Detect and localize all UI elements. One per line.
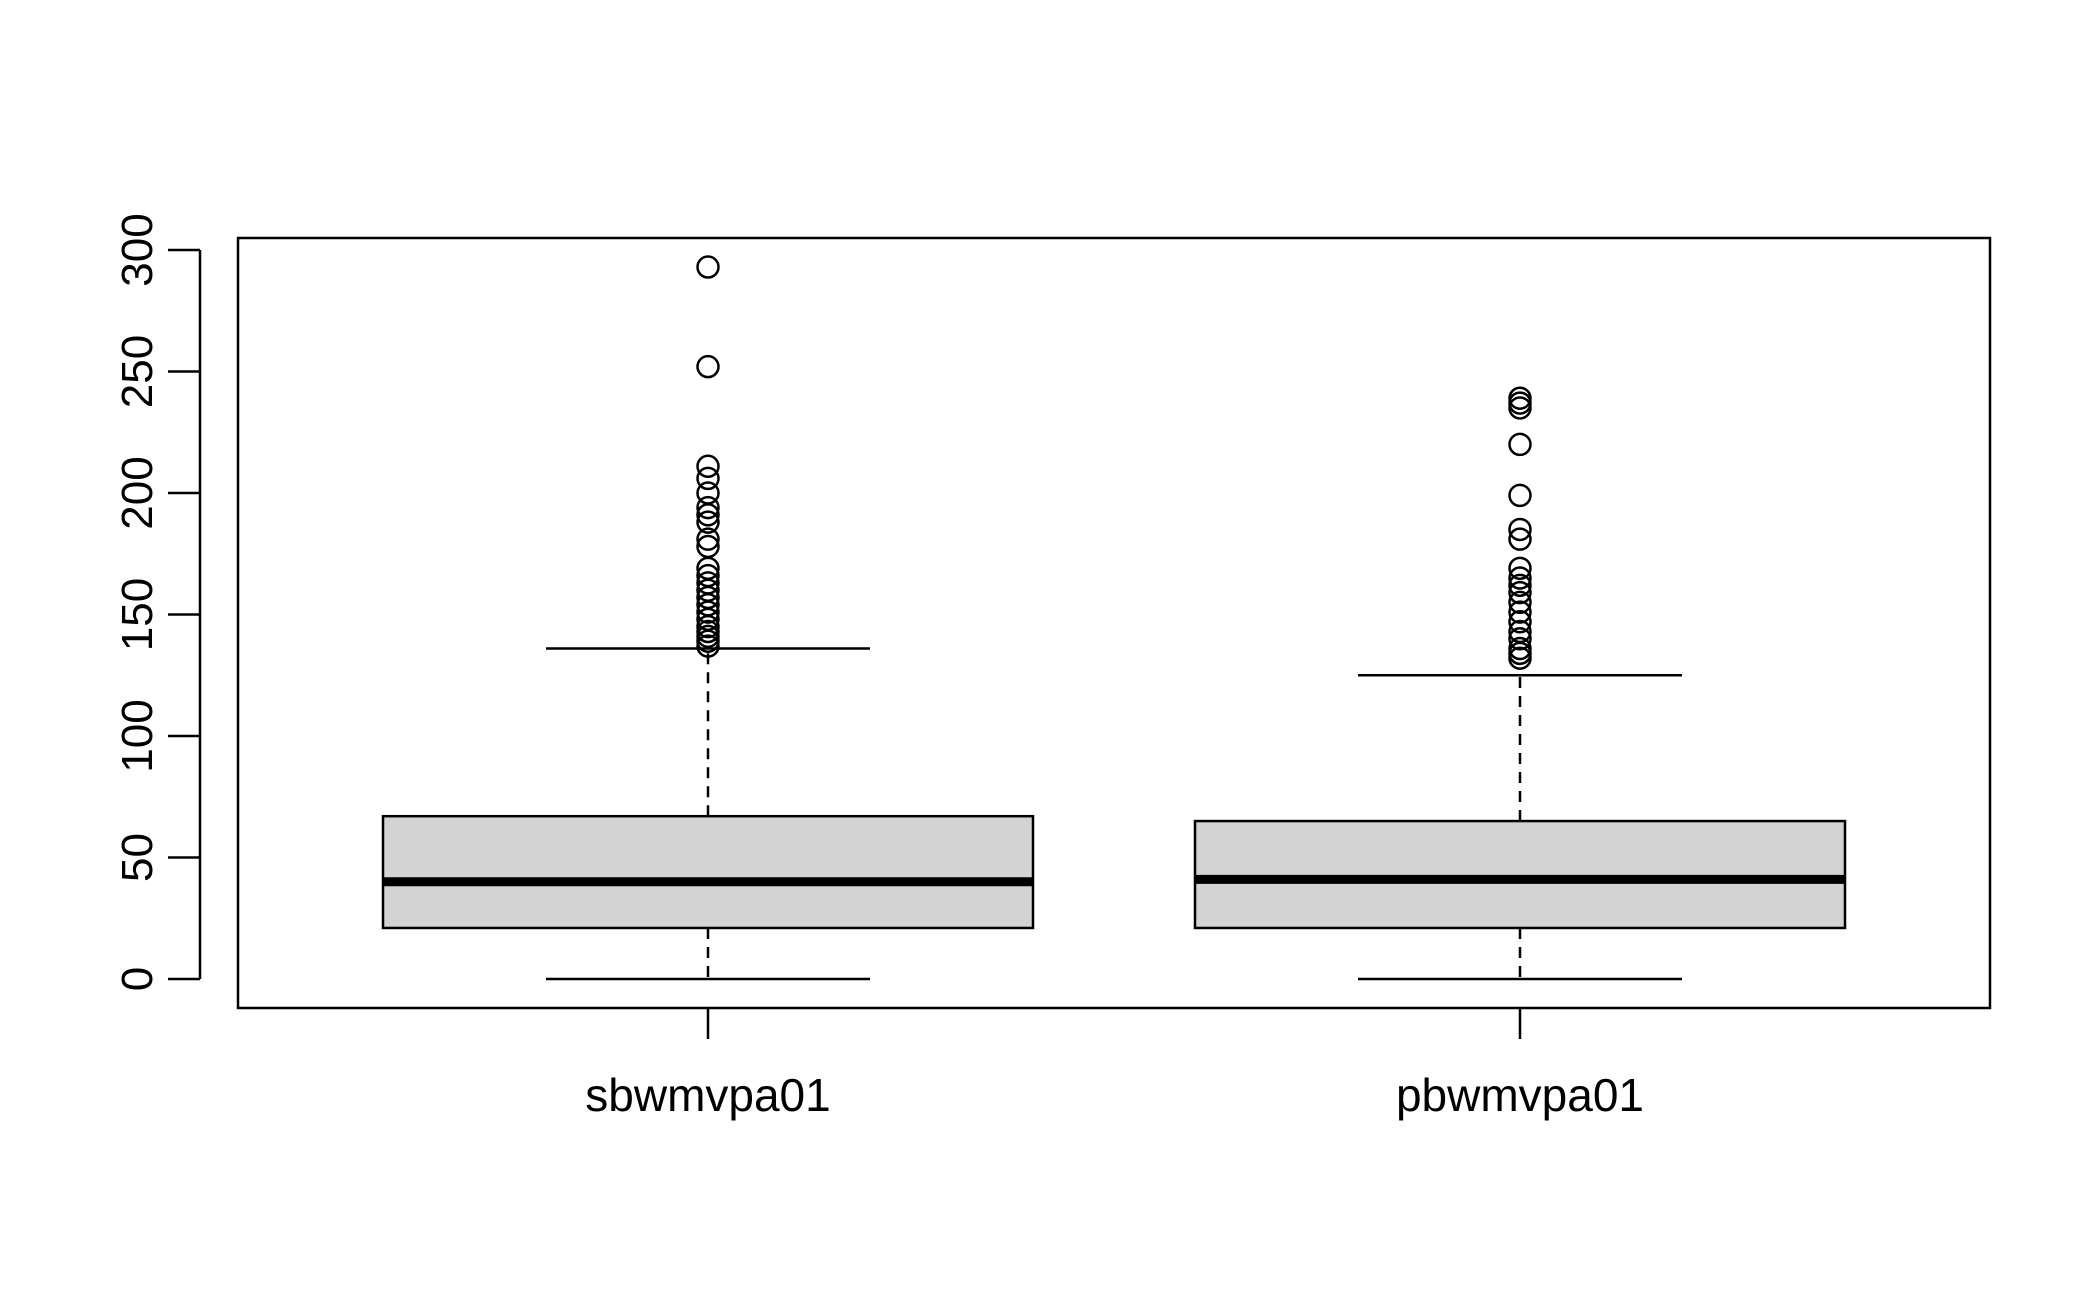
y-tick-label-150: 150 bbox=[113, 578, 162, 651]
box-pbwmvpa01 bbox=[1193, 819, 1847, 930]
outlier-point-pbwmvpa01-15 bbox=[1508, 432, 1532, 457]
outlier-point-sbwmvpa01-21 bbox=[696, 354, 720, 379]
outlier-point-pbwmvpa01-13 bbox=[1508, 517, 1532, 542]
y-tick-label-250: 250 bbox=[113, 335, 162, 408]
outlier-point-pbwmvpa01-6 bbox=[1508, 600, 1532, 624]
x-category-label-pbwmvpa01: pbwmvpa01 bbox=[1396, 1069, 1644, 1121]
outlier-point-sbwmvpa01-19 bbox=[696, 466, 720, 491]
outlier-point-sbwmvpa01-11 bbox=[696, 563, 720, 588]
outlier-point-pbwmvpa01-10 bbox=[1508, 566, 1532, 590]
plot-frame bbox=[236, 236, 1992, 1010]
outlier-point-pbwmvpa01-11 bbox=[1508, 556, 1532, 581]
outlier-point-sbwmvpa01-13 bbox=[696, 534, 720, 559]
outlier-point-sbwmvpa01-22 bbox=[696, 255, 720, 279]
outlier-point-pbwmvpa01-7 bbox=[1508, 590, 1532, 615]
outlier-point-sbwmvpa01-10 bbox=[696, 571, 720, 595]
outlier-point-sbwmvpa01-18 bbox=[696, 481, 720, 505]
outlier-point-pbwmvpa01-17 bbox=[1508, 391, 1532, 415]
outlier-point-sbwmvpa01-14 bbox=[696, 527, 720, 551]
y-tick-label-200: 200 bbox=[113, 456, 162, 529]
outlier-point-pbwmvpa01-12 bbox=[1508, 527, 1532, 551]
outlier-point-sbwmvpa01-20 bbox=[696, 454, 720, 479]
y-axis: 0 50 100 150 200 250 300 bbox=[113, 213, 202, 991]
outlier-point-pbwmvpa01-5 bbox=[1508, 610, 1532, 634]
boxes bbox=[381, 255, 1847, 981]
box-group-pbwmvpa01 bbox=[1193, 386, 1847, 981]
outlier-point-pbwmvpa01-18 bbox=[1508, 386, 1532, 410]
outlier-point-sbwmvpa01-17 bbox=[696, 495, 720, 520]
y-tick-label-0: 0 bbox=[113, 967, 162, 991]
box-sbwmvpa01 bbox=[381, 814, 1035, 930]
box-group-sbwmvpa01 bbox=[381, 255, 1035, 981]
y-tick-label-50: 50 bbox=[113, 833, 162, 882]
y-tick-label-100: 100 bbox=[113, 699, 162, 772]
x-category-label-sbwmvpa01: sbwmvpa01 bbox=[585, 1069, 830, 1121]
x-axis: sbwmvpa01 pbwmvpa01 bbox=[585, 1008, 1644, 1121]
outlier-point-pbwmvpa01-8 bbox=[1508, 580, 1532, 605]
outlier-point-pbwmvpa01-3 bbox=[1508, 627, 1532, 651]
outlier-point-pbwmvpa01-14 bbox=[1508, 483, 1532, 508]
y-tick-label-300: 300 bbox=[113, 213, 162, 286]
outlier-point-pbwmvpa01-2 bbox=[1508, 636, 1532, 661]
outlier-point-pbwmvpa01-4 bbox=[1508, 619, 1532, 644]
outlier-point-pbwmvpa01-9 bbox=[1508, 573, 1532, 598]
outlier-point-sbwmvpa01-15 bbox=[696, 510, 720, 534]
